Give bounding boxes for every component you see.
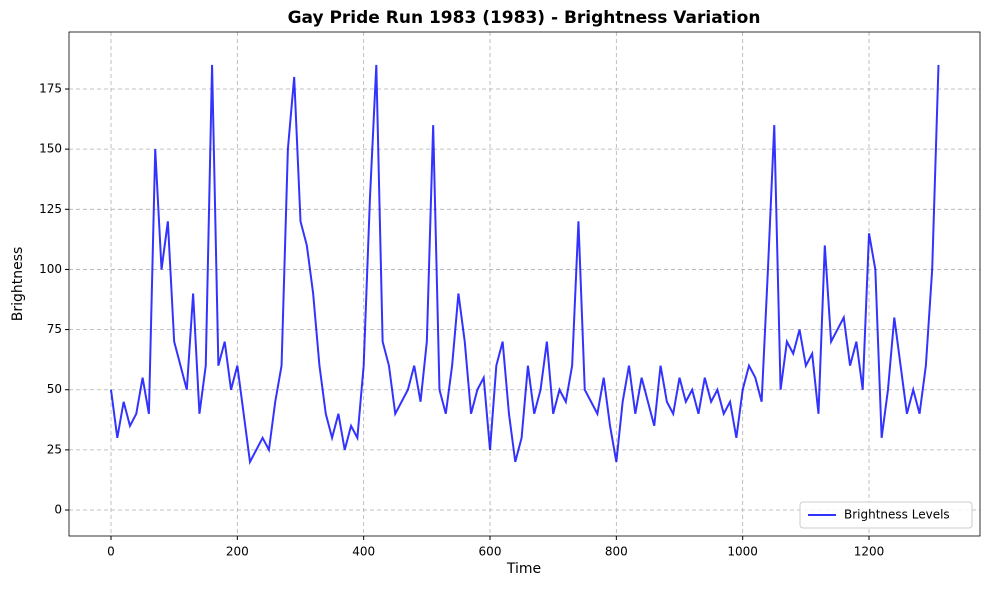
x-tick-label: 200	[226, 545, 249, 559]
x-tick-label: 1200	[854, 545, 885, 559]
x-tick-label: 600	[479, 545, 502, 559]
y-tick-label: 150	[39, 142, 62, 156]
y-tick-label: 175	[39, 82, 62, 96]
y-tick-label: 25	[47, 442, 62, 456]
x-tick-label: 400	[352, 545, 375, 559]
y-tick-label: 100	[39, 262, 62, 276]
chart-title: Gay Pride Run 1983 (1983) - Brightness V…	[288, 8, 761, 28]
legend-label: Brightness Levels	[844, 508, 950, 522]
y-axis-label: Brightness	[10, 247, 26, 322]
y-tick-label: 0	[54, 503, 62, 517]
x-tick-label: 800	[605, 545, 628, 559]
y-tick-label: 50	[47, 382, 62, 396]
data-line	[110, 64, 940, 466]
x-tick-label: 0	[107, 545, 115, 559]
x-tick-label: 1000	[727, 545, 758, 559]
legend-box	[799, 501, 973, 529]
y-tick-label: 125	[39, 202, 62, 216]
plot-frame	[68, 31, 981, 537]
y-tick-label: 75	[47, 322, 62, 336]
x-axis-label: Time	[506, 561, 541, 577]
